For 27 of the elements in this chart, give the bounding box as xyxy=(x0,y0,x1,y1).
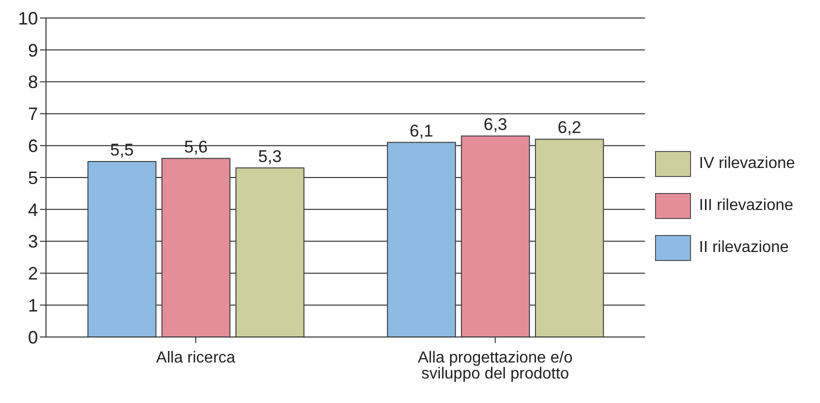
bar xyxy=(386,142,456,337)
bar xyxy=(87,161,156,337)
y-tick-label: 6 xyxy=(28,136,38,156)
data-label: 5,3 xyxy=(258,146,282,166)
data-label: 6,2 xyxy=(558,118,582,138)
y-tick-label: 1 xyxy=(28,295,38,316)
bar xyxy=(161,158,230,337)
legend-label: IV rilevazione xyxy=(699,154,796,172)
x-tick-label: Alla progettazione e/o sviluppo del prodotto xyxy=(418,349,573,382)
y-tick-label: 7 xyxy=(28,104,38,124)
legend-label: III rilevazione xyxy=(699,196,794,214)
bar xyxy=(235,167,304,337)
data-label: 6,3 xyxy=(484,115,508,134)
y-tick-label: 9 xyxy=(28,40,38,60)
y-tick-label: 4 xyxy=(28,200,38,220)
y-tick-label: 2 xyxy=(28,264,38,284)
y-tick-label: 10 xyxy=(18,8,38,28)
legend-label: II rilevazione xyxy=(699,238,789,256)
data-label: 5,5 xyxy=(110,140,134,160)
y-tick-label: 3 xyxy=(28,232,38,252)
data-label: 6,1 xyxy=(410,121,434,140)
y-tick-label: 8 xyxy=(28,72,38,92)
bar xyxy=(460,136,530,337)
y-tick-label: 0 xyxy=(28,327,38,348)
bar xyxy=(534,138,604,337)
x-tick-label: Alla ricerca xyxy=(156,349,236,366)
y-tick-label: 5 xyxy=(28,168,38,188)
